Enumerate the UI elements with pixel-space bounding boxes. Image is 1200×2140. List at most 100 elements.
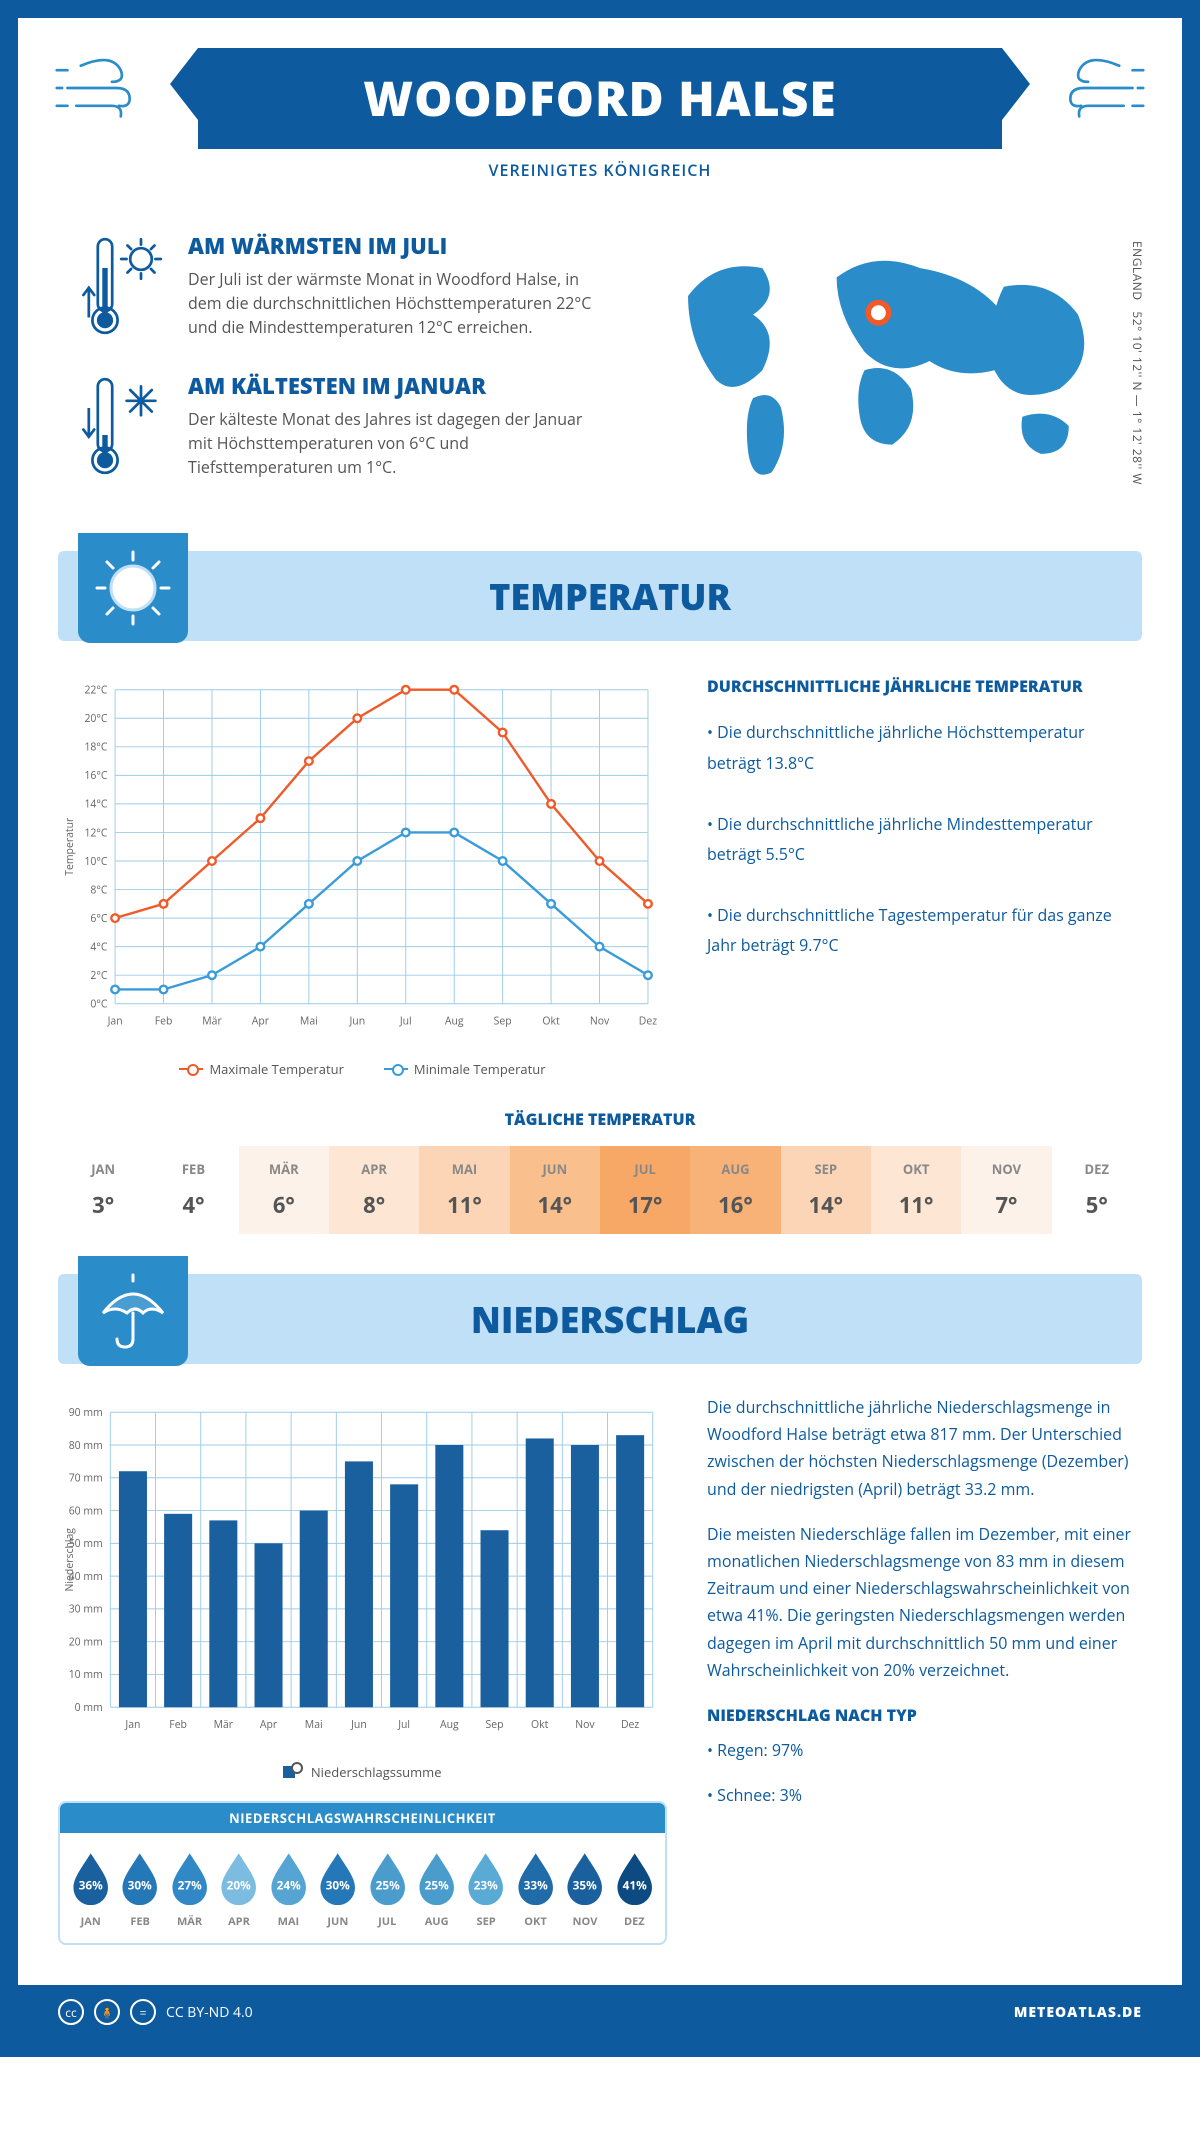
temperature-chart: 0°C2°C4°C6°C8°C10°C12°C14°C16°C18°C20°C2… [58, 671, 667, 1078]
wind-icon [1042, 48, 1152, 128]
svg-text:6°C: 6°C [90, 912, 107, 926]
svg-text:Jun: Jun [350, 1718, 367, 1732]
daily-cell: MÄR6° [239, 1146, 329, 1234]
facts-column: AM WÄRMSTEN IM JULI Der Juli ist der wär… [78, 231, 604, 511]
fact-title: AM KÄLTESTEN IM JANUAR [188, 371, 604, 401]
coord-text: 52° 10' 12'' N — 1° 12' 28'' W [1129, 311, 1146, 485]
svg-text:22°C: 22°C [84, 684, 107, 698]
probability-drop: 30% JUN [315, 1849, 360, 1929]
precip-paragraph: Die durchschnittliche jährliche Niedersc… [707, 1394, 1142, 1503]
daily-cell: JUN14° [510, 1146, 600, 1234]
svg-text:Sep: Sep [486, 1718, 504, 1732]
svg-text:16°C: 16°C [84, 769, 107, 783]
svg-text:10 mm: 10 mm [69, 1668, 103, 1682]
section-banner: NIEDERSCHLAG [58, 1274, 1142, 1364]
svg-text:Feb: Feb [169, 1718, 187, 1732]
footer: cc 🧍 = CC BY-ND 4.0 METEOATLAS.DE [18, 1985, 1182, 2039]
cc-icon: cc [58, 1999, 84, 2025]
svg-text:14°C: 14°C [84, 798, 107, 812]
thermometer-sun-icon [78, 231, 168, 341]
map-column: ENGLAND 52° 10' 12'' N — 1° 12' 28'' W [644, 231, 1122, 511]
prob-title: NIEDERSCHLAGSWAHRSCHEINLICHKEIT [60, 1803, 665, 1833]
header: WOODFORD HALSE VEREINIGTES KÖNIGREICH [18, 18, 1182, 201]
svg-text:Jul: Jul [397, 1718, 410, 1732]
daily-cell: SEP14° [781, 1146, 871, 1234]
section-title: NIEDERSCHLAG [188, 1295, 1142, 1344]
svg-text:0 mm: 0 mm [75, 1701, 103, 1715]
license-text: CC BY-ND 4.0 [166, 2003, 253, 2022]
temperature-info: DURCHSCHNITTLICHE JÄHRLICHE TEMPERATUR •… [707, 671, 1142, 1078]
daily-cell: NOV7° [961, 1146, 1051, 1234]
daily-temperature-grid: JAN3°FEB4°MÄR6°APR8°MAI11°JUN14°JUL17°AU… [58, 1146, 1142, 1234]
probability-drop: 25% AUG [414, 1849, 459, 1929]
daily-cell: FEB4° [148, 1146, 238, 1234]
svg-text:Mai: Mai [300, 1015, 318, 1029]
fact-title: AM WÄRMSTEN IM JULI [188, 231, 604, 261]
license: cc 🧍 = CC BY-ND 4.0 [58, 1999, 253, 2025]
svg-text:Jan: Jan [124, 1718, 140, 1732]
svg-text:24%: 24% [276, 1878, 300, 1894]
fact-coldest: AM KÄLTESTEN IM JANUAR Der kälteste Mona… [78, 371, 604, 481]
svg-text:2°C: 2°C [90, 969, 107, 983]
svg-text:4°C: 4°C [90, 940, 107, 954]
svg-text:Aug: Aug [445, 1015, 464, 1029]
daily-cell: MAI11° [419, 1146, 509, 1234]
svg-text:18°C: 18°C [84, 741, 107, 755]
legend-label: Niederschlagssumme [311, 1763, 442, 1781]
svg-text:Dez: Dez [621, 1718, 639, 1732]
svg-text:30%: 30% [326, 1878, 350, 1894]
precip-paragraph: Die meisten Niederschläge fallen im Deze… [707, 1521, 1142, 1684]
probability-drop: 33% OKT [513, 1849, 558, 1929]
info-bullet: • Die durchschnittliche Tagestemperatur … [707, 900, 1142, 961]
probability-drop: 24% MAI [266, 1849, 311, 1929]
intro-row: AM WÄRMSTEN IM JULI Der Juli ist der wär… [18, 201, 1182, 551]
svg-text:90 mm: 90 mm [69, 1406, 103, 1420]
svg-text:Aug: Aug [440, 1718, 459, 1732]
fact-text: Der Juli ist der wärmste Monat in Woodfo… [188, 267, 604, 339]
chart-legend: Niederschlagssumme [58, 1763, 667, 1781]
svg-text:Jun: Jun [348, 1015, 365, 1029]
svg-text:20 mm: 20 mm [69, 1635, 103, 1649]
svg-text:27%: 27% [177, 1878, 201, 1894]
probability-drop: 41% DEZ [612, 1849, 657, 1929]
precip-type-item: • Regen: 97% [707, 1737, 1142, 1764]
world-map-icon [644, 231, 1122, 491]
site-name: METEOATLAS.DE [1014, 2003, 1142, 2022]
svg-text:60 mm: 60 mm [69, 1504, 103, 1518]
probability-drop: 35% NOV [562, 1849, 607, 1929]
by-icon: 🧍 [94, 1999, 120, 2025]
svg-text:23%: 23% [474, 1878, 498, 1894]
svg-text:Mai: Mai [305, 1718, 323, 1732]
page-subtitle: VEREINIGTES KÖNIGREICH [58, 159, 1142, 181]
svg-text:25%: 25% [425, 1878, 449, 1894]
precip-type-title: NIEDERSCHLAG NACH TYP [707, 1702, 1142, 1729]
daily-cell: JUL17° [600, 1146, 690, 1234]
svg-text:20%: 20% [227, 1878, 251, 1894]
probability-drop: 30% FEB [117, 1849, 162, 1929]
info-bullet: • Die durchschnittliche jährliche Höchst… [707, 717, 1142, 778]
page: WOODFORD HALSE VEREINIGTES KÖNIGREICH [0, 0, 1200, 2057]
svg-text:25%: 25% [375, 1878, 399, 1894]
svg-text:33%: 33% [523, 1878, 547, 1894]
svg-text:10°C: 10°C [84, 855, 107, 869]
fact-warmest: AM WÄRMSTEN IM JULI Der Juli ist der wär… [78, 231, 604, 341]
probability-drop: 36% JAN [68, 1849, 113, 1929]
svg-text:20°C: 20°C [84, 712, 107, 726]
probability-drop: 27% MÄR [167, 1849, 212, 1929]
svg-text:70 mm: 70 mm [69, 1472, 103, 1486]
svg-text:8°C: 8°C [90, 883, 107, 897]
svg-text:30 mm: 30 mm [69, 1603, 103, 1617]
svg-text:Okt: Okt [542, 1015, 560, 1029]
wind-icon [48, 48, 158, 128]
chart-legend: Maximale Temperatur Minimale Temperatur [58, 1060, 667, 1078]
sun-icon [78, 533, 188, 643]
svg-text:Apr: Apr [260, 1718, 278, 1732]
precipitation-text: Die durchschnittliche jährliche Niedersc… [707, 1394, 1142, 1945]
svg-text:41%: 41% [622, 1878, 646, 1894]
fact-text: Der kälteste Monat des Jahres ist dagege… [188, 407, 604, 479]
precipitation-chart: 0 mm10 mm20 mm30 mm40 mm50 mm60 mm70 mm8… [58, 1394, 667, 1754]
info-title: DURCHSCHNITTLICHE JÄHRLICHE TEMPERATUR [707, 671, 1142, 701]
daily-cell: APR8° [329, 1146, 419, 1234]
svg-text:Sep: Sep [494, 1015, 512, 1029]
section-banner: TEMPERATUR [58, 551, 1142, 641]
